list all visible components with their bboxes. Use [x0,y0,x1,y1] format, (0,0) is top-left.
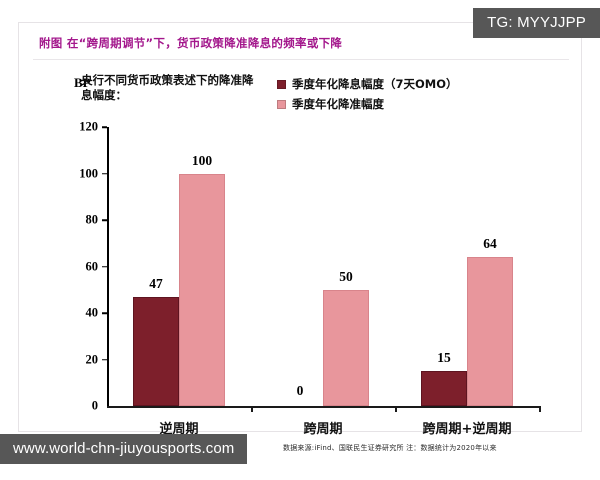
bar-value-label: 47 [149,275,163,291]
x-axis-tick-mark [251,406,253,412]
source-note: 数据来源:iFind、国联民生证券研究所 注：数据统计为2020年以来 [283,444,497,452]
x-axis-category-label: 跨周期 [303,422,343,437]
bar-value-label: 50 [339,268,353,284]
x-axis-category-label: 跨周期+逆周期 [422,422,512,437]
bar [323,289,369,406]
y-axis-tick-mark [102,126,107,128]
telegram-watermark: TG: MYYJJPP [473,8,600,38]
y-axis-tick-mark [102,358,107,361]
y-axis-line [107,127,109,406]
y-axis-tick-mark [102,312,107,314]
legend-item-0: 季度年化降息幅度（7天OMO） [277,74,458,94]
chart-legend: 季度年化降息幅度（7天OMO） 季度年化降准幅度 [277,74,458,114]
y-axis-tick-label: 120 [79,119,98,134]
bar-value-label: 64 [483,236,497,252]
y-axis-tick-label: 20 [85,352,99,366]
x-axis-tick-mark [395,406,397,412]
y-axis-tick-mark [102,219,107,221]
bar [421,371,467,406]
legend-item-1: 季度年化降准幅度 [277,94,458,114]
y-axis-tick-mark [102,172,107,175]
bar-value-label: 100 [191,152,213,168]
legend-label: 季度年化降息幅度（7天OMO） [292,77,458,91]
y-axis-tick-label: 80 [85,212,99,227]
chart-subtitle: 央行不同货币政策表述下的降准降息幅度： [81,73,254,102]
legend-swatch-icon [277,79,286,89]
y-axis-tick-label: 0 [91,398,98,413]
y-axis-unit-label: BP [74,75,91,90]
y-axis-tick-label: 100 [79,166,98,180]
bar [467,257,513,406]
figure-card: 附图 在“跨周期调节”下，货币政策降准降息的频率或下降 BP 央行不同货币政策表… [18,22,582,452]
legend-swatch-icon [277,99,286,109]
y-axis-tick-label: 60 [85,259,99,273]
x-axis-tick-mark [539,406,541,412]
bar-value-label: 15 [437,350,451,366]
x-axis-line [107,406,539,408]
url-watermark: www.world-chn-jiuyousports.com [0,434,248,464]
legend-label: 季度年化降准幅度 [292,97,384,111]
x-axis-category-label: 逆周期 [159,422,199,437]
plot-area: 0 20 40 60 80 100 120 47 100 0 50 15 64 逆周期 跨周期 跨周期+逆… [79,120,541,437]
y-axis-tick-mark [102,265,107,268]
figure-title: 附图 在“跨周期调节”下，货币政策降准降息的频率或下降 [39,36,343,50]
title-divider [33,59,569,60]
chart-header: 央行不同货币政策表述下的降准降息幅度： 季度年化降息幅度（7天OMO） 季度年化… [81,73,561,117]
bar [133,296,179,406]
y-axis-tick-label: 40 [85,305,99,320]
bar [179,173,225,406]
bar-value-label: 0 [296,383,304,398]
